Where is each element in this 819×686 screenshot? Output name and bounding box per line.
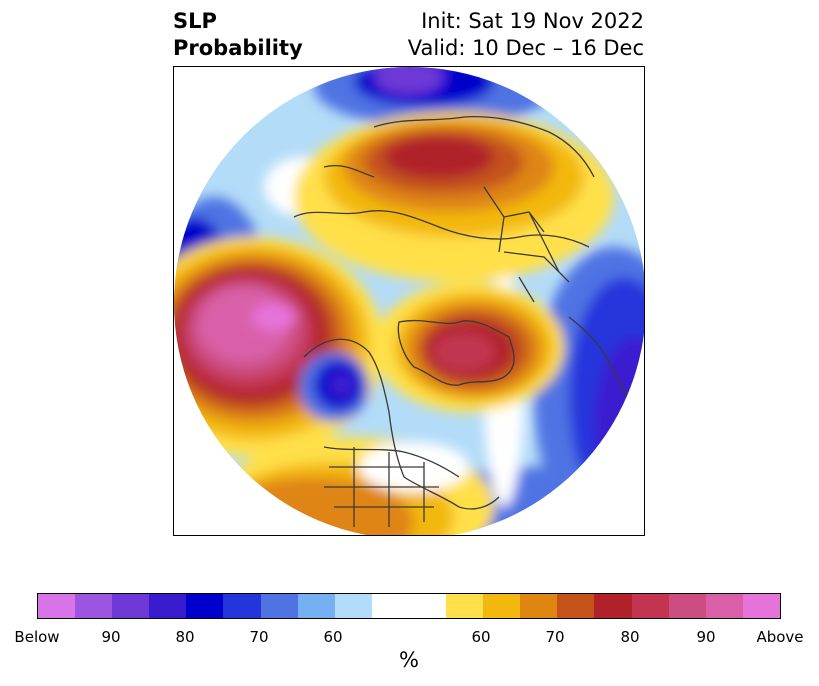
title-left: SLP Probability	[173, 8, 303, 62]
colorbar-segment	[38, 594, 76, 618]
colorbar-tick-label: 70	[249, 628, 269, 646]
colorbar-segment	[371, 594, 447, 618]
colorbar-segment	[297, 594, 335, 618]
colorbar-tick-label: 90	[101, 628, 121, 646]
colorbar-segment	[223, 594, 261, 618]
colorbar-segment	[705, 594, 743, 618]
colorbar-tick-label: 60	[471, 628, 491, 646]
colorbar-segment	[186, 594, 224, 618]
colorbar-segment	[594, 594, 632, 618]
colorbar-tick-label: 90	[696, 628, 716, 646]
title-subtitle: Probability	[173, 36, 303, 60]
valid-range: Valid: 10 Dec – 16 Dec	[407, 36, 644, 60]
colorbar-segment	[520, 594, 558, 618]
colorbar-segment	[446, 594, 484, 618]
map-panel	[173, 66, 645, 536]
coastlines	[293, 116, 635, 527]
probability-field	[174, 67, 644, 535]
colorbar-segment	[112, 594, 150, 618]
colorbar-segment	[334, 594, 372, 618]
title-variable: SLP	[173, 9, 217, 33]
colorbar-segment	[149, 594, 187, 618]
colorbar-segment	[260, 594, 298, 618]
colorbar-unit-label: %	[399, 648, 419, 672]
colorbar-segment	[742, 594, 780, 618]
colorbar-segment	[668, 594, 706, 618]
colorbar-tick-label: 80	[175, 628, 195, 646]
colorbar-tick-label: 80	[620, 628, 640, 646]
colorbar-segment	[75, 594, 113, 618]
probability-map	[174, 67, 644, 535]
colorbar-tick-label: Above	[756, 628, 804, 646]
colorbar	[37, 593, 781, 619]
init-date: Init: Sat 19 Nov 2022	[421, 9, 644, 33]
colorbar-tick-label: Below	[14, 628, 60, 646]
colorbar-tick-label: 60	[323, 628, 343, 646]
colorbar-segment	[483, 594, 521, 618]
colorbar-segment	[631, 594, 669, 618]
colorbar-tick-label: 70	[545, 628, 565, 646]
colorbar-segment	[557, 594, 595, 618]
title-right: Init: Sat 19 Nov 2022 Valid: 10 Dec – 16…	[408, 8, 644, 62]
